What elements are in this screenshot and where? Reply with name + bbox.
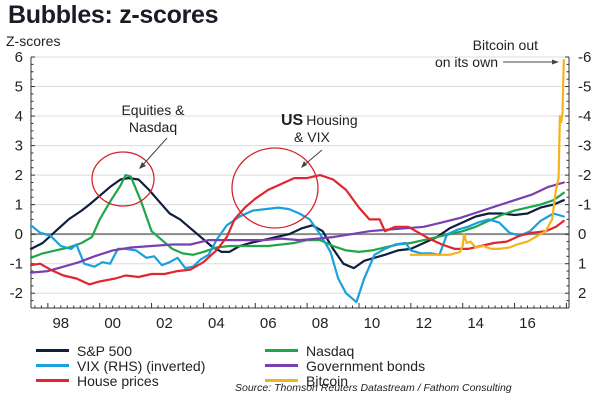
legend-item-bitcoin: Bitcoin xyxy=(265,372,349,389)
legend-item-sp500: S&P 500 xyxy=(36,342,133,359)
y-tick-label-left: 2 xyxy=(15,167,23,184)
series-line-government-bonds xyxy=(29,181,565,274)
annotation-bitcoin-line2: on its own xyxy=(435,54,498,70)
y-tick-label-left: 0 xyxy=(15,226,23,243)
legend-label: VIX (RHS) (inverted) xyxy=(77,357,206,374)
y-tick-label-left: 3 xyxy=(15,138,23,155)
annotation-housing-arrow xyxy=(302,149,323,167)
arrowhead-icon xyxy=(552,59,559,65)
y-tick-label-right: -3 xyxy=(578,138,591,155)
legend-label: Bitcoin xyxy=(306,372,349,389)
x-tick-label: 10 xyxy=(364,315,381,332)
legend-swatch xyxy=(36,379,69,382)
arrowhead-icon xyxy=(301,161,307,168)
y-tick-label-right: 0 xyxy=(578,226,586,243)
legend-item-nasdaq: Nasdaq xyxy=(265,342,355,359)
annotation-housing-line2: & VIX xyxy=(294,129,330,145)
annotation-bitcoin-line1: Bitcoin out xyxy=(473,37,538,53)
y-tick-label-right: 1 xyxy=(578,256,586,273)
y-tick-label-left: -2 xyxy=(10,285,23,302)
legend-swatch xyxy=(265,364,298,367)
annotation-equities-line1: Equities & xyxy=(121,102,185,118)
legend-item-government-bonds: Government bonds xyxy=(265,357,426,374)
series-line-vix-rhs-inverted xyxy=(29,206,565,304)
y-tick-label-right: -2 xyxy=(578,167,591,184)
y-tick-label-right: -4 xyxy=(578,108,591,125)
x-tick-label: 98 xyxy=(52,315,69,332)
y-tick-label-left: 4 xyxy=(15,108,23,125)
legend-label: Nasdaq xyxy=(306,342,355,359)
chart-title: Bubbles: z-scores xyxy=(8,1,219,29)
x-tick-label: 08 xyxy=(312,315,329,332)
y-tick-label-left: -1 xyxy=(10,256,23,273)
legend-swatch xyxy=(36,364,69,367)
series-lines xyxy=(29,58,565,304)
x-tick-label: 06 xyxy=(260,315,277,332)
x-tick-label: 04 xyxy=(208,315,225,332)
y-tick-label-right: -6 xyxy=(578,49,591,66)
annotation-equities-arrow xyxy=(140,137,168,168)
legend-swatch xyxy=(36,349,69,352)
x-tick-label: 14 xyxy=(467,315,484,332)
y-axis-label: Z-scores xyxy=(6,33,61,49)
grid-lines xyxy=(31,56,569,294)
legend-label: S&P 500 xyxy=(77,342,133,359)
annotation-housing-circle xyxy=(231,147,319,229)
legend-label: Government bonds xyxy=(306,357,426,374)
y-tick-label-right: -1 xyxy=(578,197,591,214)
axes: 6 -65 -54 -43 -32 -21 -10 0-1 1-2 298 00 02 04 06 08 10… xyxy=(10,49,592,332)
y-tick-label-right: -5 xyxy=(578,79,591,96)
annotation-equities-circle xyxy=(91,151,155,207)
annotations: Equities & Nasdaq US Housing & VIX Bitcoi… xyxy=(91,37,559,229)
legend-swatch xyxy=(265,349,298,352)
y-tick-label-right: 2 xyxy=(578,285,586,302)
x-tick-label: 12 xyxy=(415,315,432,332)
legend-item-vix: VIX (RHS) (inverted) xyxy=(36,357,206,374)
source-note: Source: Thomson Reuters Datastream / Fat… xyxy=(235,382,512,394)
legend-swatch xyxy=(265,379,298,382)
y-tick-label-left: 1 xyxy=(15,197,23,214)
y-tick-label-left: 6 xyxy=(15,49,23,66)
x-tick-label: 16 xyxy=(519,315,536,332)
series-line-nasdaq xyxy=(29,174,565,259)
arrowhead-icon xyxy=(139,162,146,169)
y-tick-label-left: 5 xyxy=(15,79,23,96)
annotation-equities-line2: Nasdaq xyxy=(129,119,177,135)
legend-label: House prices xyxy=(77,372,159,389)
series-line-s-p-500 xyxy=(29,177,565,270)
series-line-bitcoin xyxy=(409,58,565,256)
x-tick-label: 02 xyxy=(156,315,173,332)
x-tick-label: 00 xyxy=(104,315,121,332)
legend-item-house-prices: House prices xyxy=(36,372,159,389)
annotation-housing-line1: US Housing xyxy=(281,112,358,129)
